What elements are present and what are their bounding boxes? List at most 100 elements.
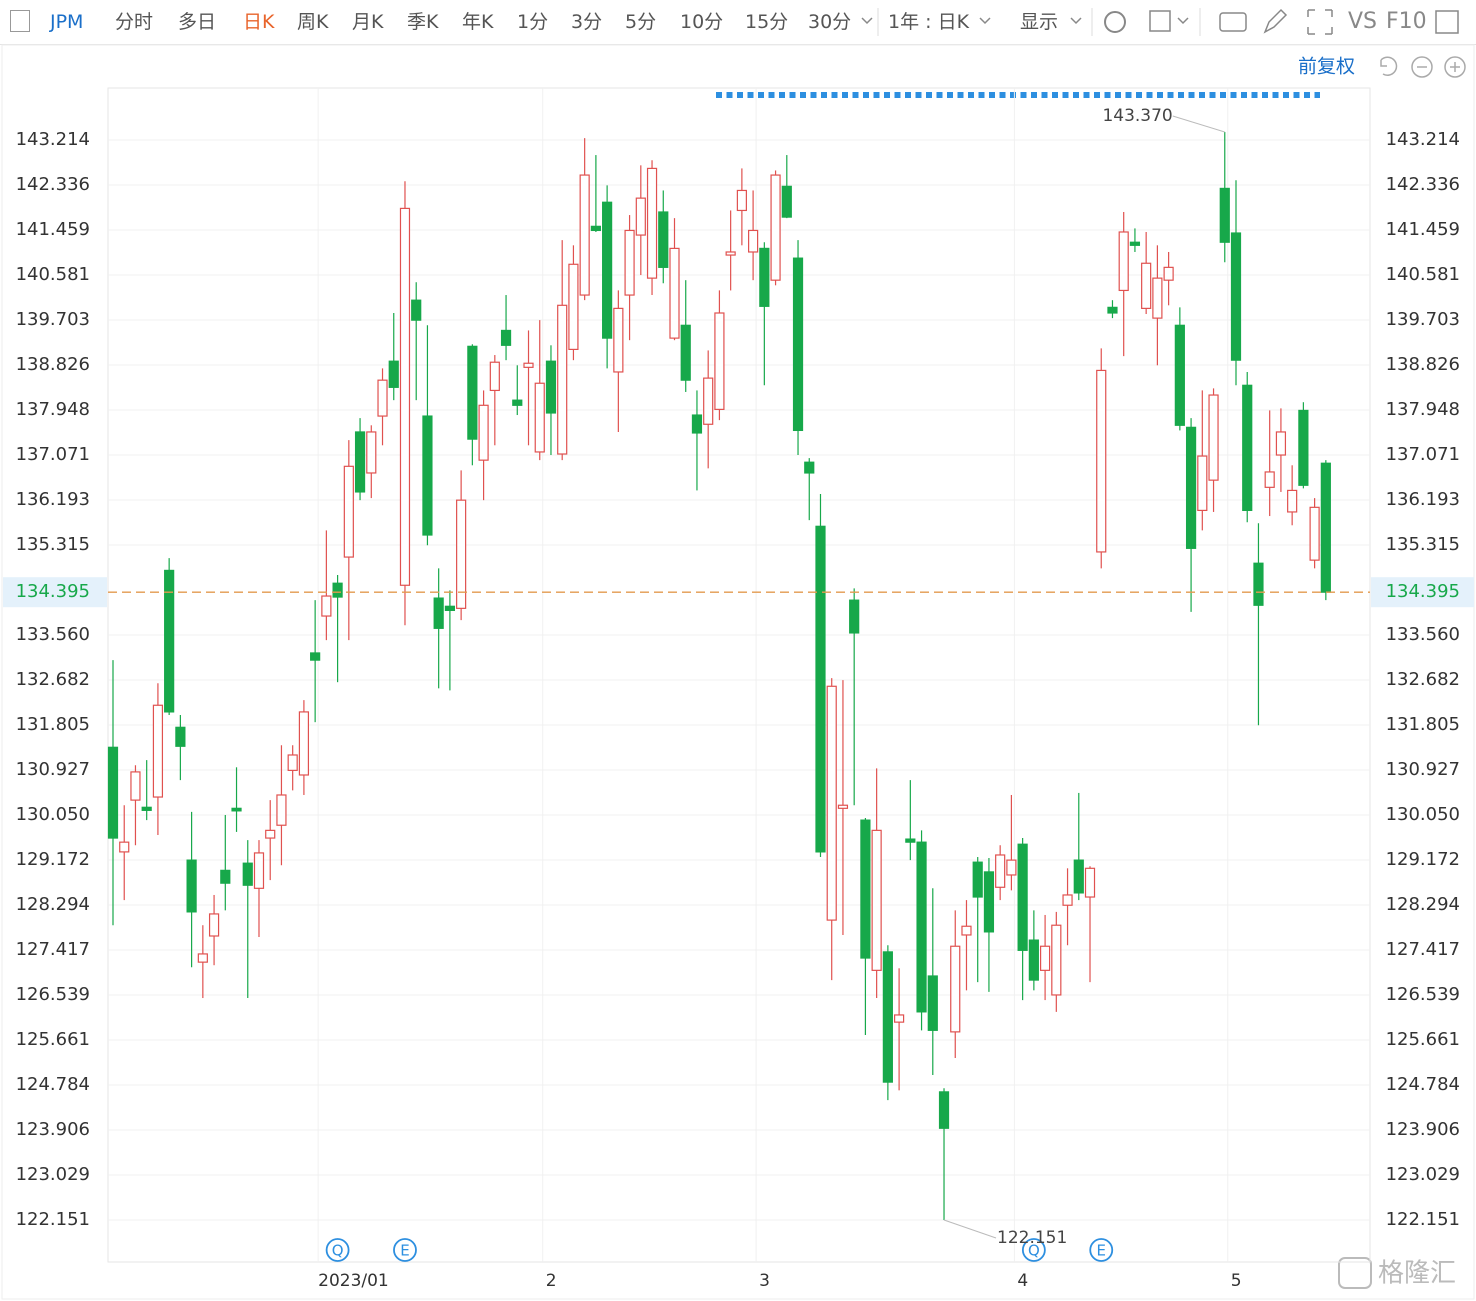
last-price-label: 134.395 xyxy=(16,581,90,602)
candle-body xyxy=(186,859,197,913)
candle-body xyxy=(119,841,130,853)
y-tick-label: 139.703 xyxy=(16,309,90,330)
watermark-text: 格隆汇 xyxy=(1378,1259,1456,1289)
candle-body xyxy=(1174,324,1185,426)
candle-body xyxy=(1208,394,1219,481)
adjust-select[interactable]: 前复权 xyxy=(1298,56,1355,78)
candle-body xyxy=(130,771,141,801)
y2-tick-label: 138.826 xyxy=(1386,354,1460,375)
last-price-label: 134.395 xyxy=(1386,581,1460,602)
y2-tick-label: 135.315 xyxy=(1386,534,1460,555)
period-tab[interactable]: 5分 xyxy=(625,11,657,33)
y-tick-label: 128.294 xyxy=(16,894,90,915)
period-tab[interactable]: 周K xyxy=(297,11,329,33)
candle-body xyxy=(1084,867,1096,898)
candle-body xyxy=(1096,369,1107,553)
event-label: E xyxy=(400,1242,409,1260)
candle-body xyxy=(972,861,983,898)
period-tab[interactable]: 日K xyxy=(243,11,275,33)
y2-tick-label: 136.193 xyxy=(1386,489,1460,510)
candle-body xyxy=(332,582,343,598)
event-circle xyxy=(1021,1238,1046,1262)
candle-body xyxy=(815,525,826,853)
period-tab[interactable]: 年K xyxy=(462,11,494,33)
y2-tick-label: 137.948 xyxy=(1386,399,1460,420)
candle-body xyxy=(354,431,366,493)
event-marker[interactable]: E xyxy=(1089,1238,1114,1262)
reset-icon[interactable] xyxy=(1380,56,1398,76)
candle-body xyxy=(1219,187,1230,243)
candle-body xyxy=(579,174,590,296)
display-select[interactable]: 显示 xyxy=(1020,11,1059,33)
compare-button[interactable]: VS xyxy=(1348,9,1378,34)
watermark: 格隆汇 xyxy=(1338,1257,1456,1289)
y-tick-label: 143.214 xyxy=(16,129,90,150)
y-tick-label: 122.151 xyxy=(16,1209,90,1230)
event-marker[interactable]: Q xyxy=(1021,1238,1046,1262)
y2-tick-label: 130.927 xyxy=(1386,759,1460,780)
range-select[interactable]: 1年 : 日K xyxy=(888,11,970,33)
y2-tick-label: 131.805 xyxy=(1386,714,1460,735)
candle-body xyxy=(366,431,377,474)
candle-body xyxy=(792,257,804,432)
y-tick-label: 141.459 xyxy=(16,219,90,240)
settings-icon[interactable] xyxy=(1104,11,1126,33)
watermark-logo xyxy=(1338,1257,1372,1289)
camera-icon[interactable] xyxy=(1219,12,1247,32)
period-tab[interactable]: 月K xyxy=(352,11,384,33)
candle-body xyxy=(1062,894,1073,906)
candle-body xyxy=(871,829,882,971)
period-tab[interactable]: 15分 xyxy=(745,11,789,33)
plot-frame xyxy=(107,87,1371,1263)
candle-body xyxy=(534,382,545,453)
candle-body xyxy=(433,597,444,629)
event-marker[interactable]: E xyxy=(393,1238,417,1262)
candle-body xyxy=(467,345,478,440)
period-tab[interactable]: 1分 xyxy=(517,11,549,33)
f10-button[interactable]: F10 xyxy=(1386,9,1427,34)
layout-icon[interactable] xyxy=(1149,10,1171,32)
x-tick-label: 2 xyxy=(546,1271,557,1291)
candle-body xyxy=(220,869,231,884)
period-tab[interactable]: 分时 xyxy=(115,11,154,33)
period-tab[interactable]: 3分 xyxy=(571,11,603,33)
candle-body xyxy=(905,838,916,843)
symbol[interactable]: JPM xyxy=(50,11,84,33)
last-price-box xyxy=(3,577,107,608)
draw-icon[interactable] xyxy=(1263,8,1288,34)
y-tick-label: 136.193 xyxy=(16,489,90,510)
candle-body xyxy=(1163,266,1174,281)
period-tab[interactable]: 季K xyxy=(407,11,439,33)
candle-body xyxy=(635,197,646,236)
sidebar-toggle[interactable] xyxy=(10,10,30,32)
event-marker[interactable]: Q xyxy=(325,1238,350,1262)
candle-body xyxy=(1230,232,1242,361)
fullscreen-icon[interactable] xyxy=(1307,9,1333,35)
event-circle xyxy=(393,1238,417,1262)
panel-icon[interactable] xyxy=(1435,10,1459,34)
plot-area xyxy=(107,87,1371,1263)
y2-tick-label: 123.029 xyxy=(1386,1164,1460,1185)
candle-body xyxy=(1152,277,1163,319)
zoom-in[interactable] xyxy=(1444,56,1466,78)
period-tab[interactable]: 多日 xyxy=(178,11,217,33)
y2-tick-label: 137.071 xyxy=(1386,444,1460,465)
period-tab[interactable]: 10分 xyxy=(680,11,724,33)
period-tab[interactable]: 30分 xyxy=(808,11,852,33)
candle-body xyxy=(422,415,433,536)
zoom-in-glyph xyxy=(1450,62,1460,72)
candle-body xyxy=(1242,384,1253,512)
candle-body xyxy=(388,360,399,388)
chevrons xyxy=(861,17,1189,25)
candle-body xyxy=(287,754,298,771)
zoom-out[interactable] xyxy=(1411,56,1433,78)
candle-body xyxy=(489,361,500,392)
candle-body xyxy=(725,251,736,256)
candle-body xyxy=(624,229,635,296)
y2-tick-label: 139.703 xyxy=(1386,309,1460,330)
candle-body xyxy=(770,174,781,281)
candle-body xyxy=(950,945,961,1033)
event-circle xyxy=(325,1238,350,1262)
candle-body xyxy=(927,975,938,1031)
